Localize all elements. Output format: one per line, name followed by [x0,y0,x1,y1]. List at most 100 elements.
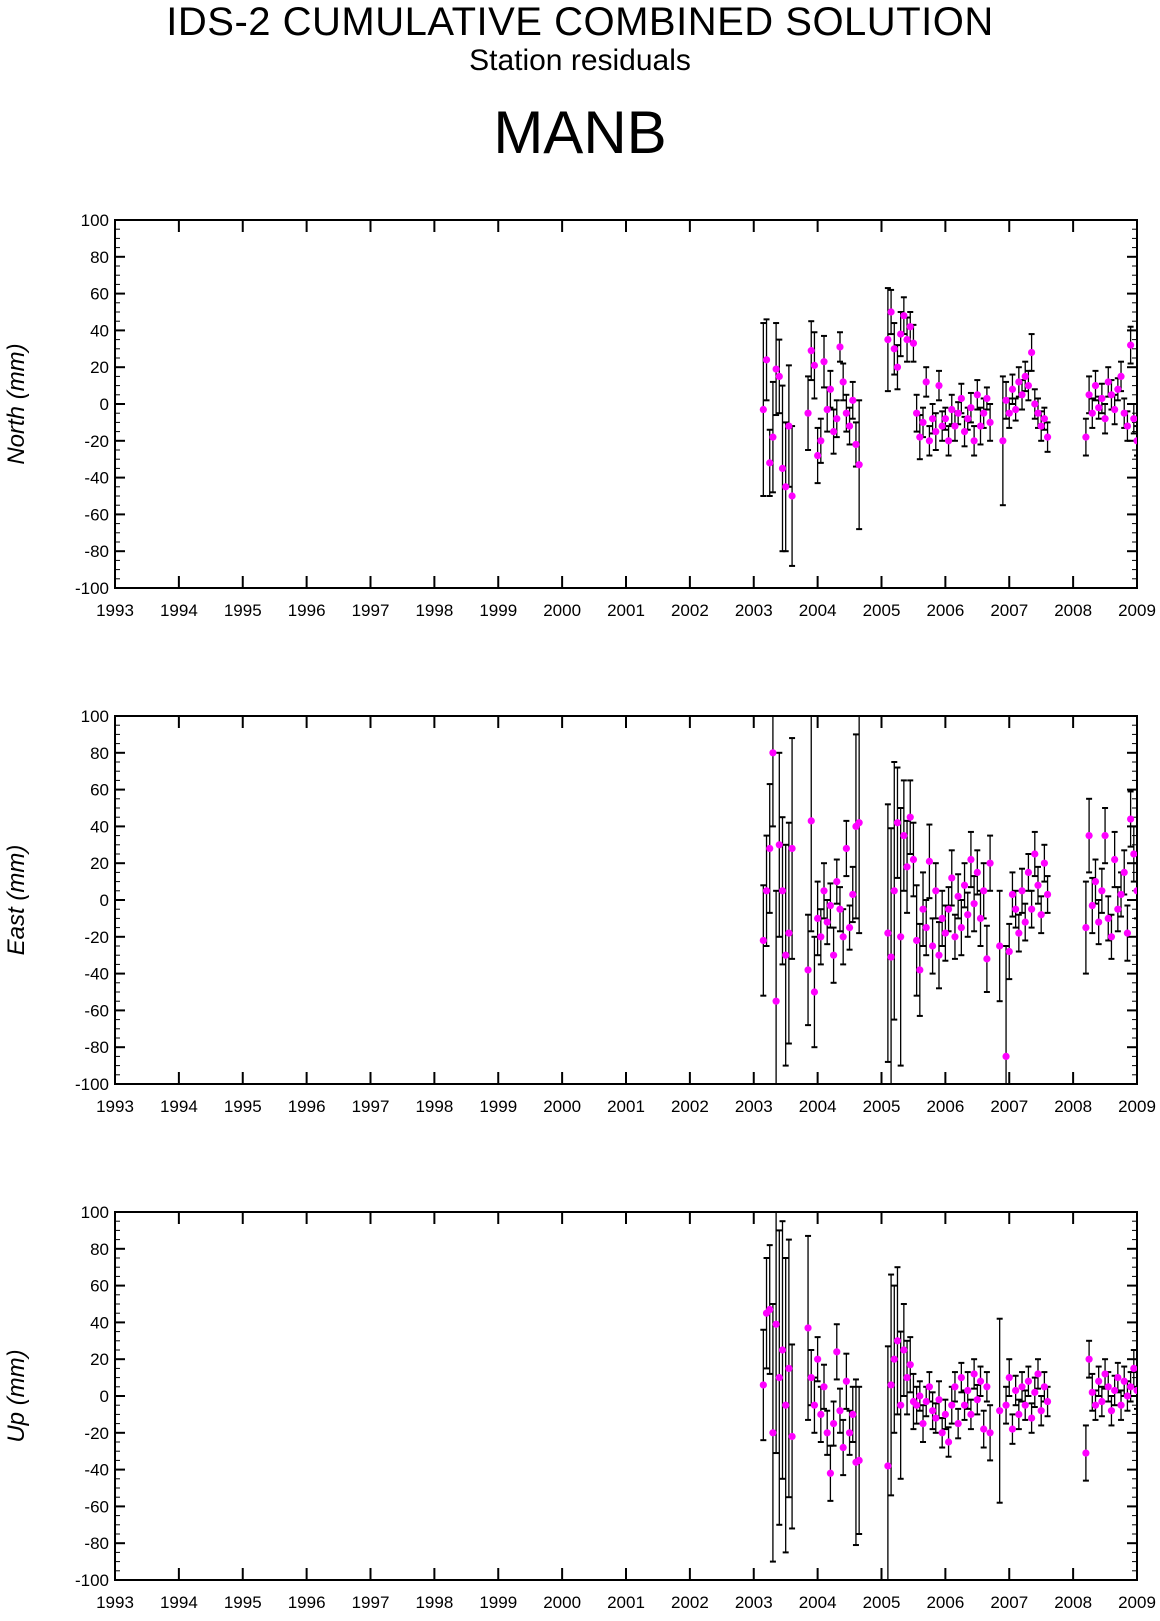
data-point [1021,1401,1029,1409]
data-point [1040,415,1048,423]
data-point [769,749,777,757]
data-point [1123,422,1132,430]
data-point [1107,391,1116,399]
data-point [890,1355,898,1363]
data-point [788,844,796,853]
data-point [906,323,914,331]
data-point [782,1401,790,1409]
chart-panel-2: 100 80 60 40 20 0 -20 -40 -60 -80 -100 1993 1994 1995… [3,707,1156,1116]
data-point [829,1420,838,1428]
data-point [1043,890,1052,899]
y-tick-label: 80 [90,744,109,763]
x-tick-label: 2000 [543,1593,581,1612]
data-point [1133,1386,1137,1395]
data-point [1002,396,1010,404]
data-point [1098,394,1106,403]
data-point [804,966,812,974]
data-point [817,437,825,445]
data-point [951,1383,959,1391]
data-point [960,428,969,436]
data-point [1120,409,1128,417]
y-tick-label: -80 [84,1534,109,1553]
data-point [823,1429,831,1437]
data-point [887,1381,895,1389]
data-point [1095,918,1103,926]
y-tick-label: 100 [81,1203,109,1222]
data-point [807,347,815,355]
x-tick-label: 2008 [1054,601,1092,620]
data-point [807,817,815,825]
data-point [788,1432,796,1441]
y-tick-label: 20 [90,854,109,873]
data-point [855,1456,863,1464]
y-tick-label: -80 [84,542,109,561]
data-point [900,1346,908,1354]
data-point [849,1410,857,1418]
data-point [1111,855,1119,864]
x-tick-label: 1996 [288,1593,326,1612]
data-point [935,1396,943,1404]
data-point [884,929,892,937]
data-point [1031,1388,1039,1396]
y-tick-label: 0 [100,891,109,910]
data-point [1024,382,1033,390]
data-point [849,396,857,404]
data-point [938,422,946,430]
data-point [1043,433,1052,441]
data-point [916,1392,924,1400]
x-tick-label: 2003 [735,601,773,620]
data-point [845,924,854,932]
data-point [906,1361,914,1369]
data-point [951,422,959,430]
data-point [957,924,965,932]
data-point [1005,409,1013,417]
data-point [1088,409,1096,417]
data-point [836,1407,844,1415]
data-point [842,844,850,853]
data-point [951,933,959,941]
x-tick-label: 1994 [160,601,198,620]
data-point [1002,1052,1010,1060]
y-tick-label: -100 [75,1571,109,1590]
data-point [1037,911,1045,919]
data-point [890,887,898,895]
x-tick-label: 2001 [607,601,645,620]
data-point [1127,341,1135,349]
data-point [967,404,975,412]
data-point [785,929,793,937]
data-point [1085,1355,1093,1363]
data-point [762,887,771,895]
y-axis-label: East (mm) [3,845,30,956]
data-point [1085,391,1093,399]
data-point [1008,385,1017,393]
y-tick-label: 0 [100,395,109,414]
x-tick-label: 1995 [224,601,262,620]
data-point [1114,1374,1122,1382]
data-point [893,363,902,371]
x-tick-label: 1993 [96,1593,134,1612]
x-tick-label: 2004 [799,1097,837,1116]
data-point [1107,1407,1116,1415]
data-point [1082,924,1090,932]
x-tick-label: 2002 [671,1593,709,1612]
data-point [964,1386,972,1395]
data-point [1028,1414,1036,1422]
data-point [887,308,895,316]
data-point [782,483,790,491]
data-point [814,914,822,923]
data-point [1095,1377,1103,1385]
chart-subtitle: Station residuals [469,44,691,77]
data-point [1098,1397,1106,1406]
data-point [1018,391,1026,399]
data-point [941,929,949,937]
data-point [772,997,780,1005]
x-tick-label: 2000 [543,601,581,620]
data-point [1114,385,1122,393]
x-tick-label: 2002 [671,1097,709,1116]
y-tick-label: 40 [90,321,109,340]
y-tick-label: -60 [84,1497,109,1516]
x-tick-label: 1995 [224,1593,262,1612]
data-point [1101,415,1109,423]
data-series [759,1212,1137,1580]
data-point [890,345,898,353]
